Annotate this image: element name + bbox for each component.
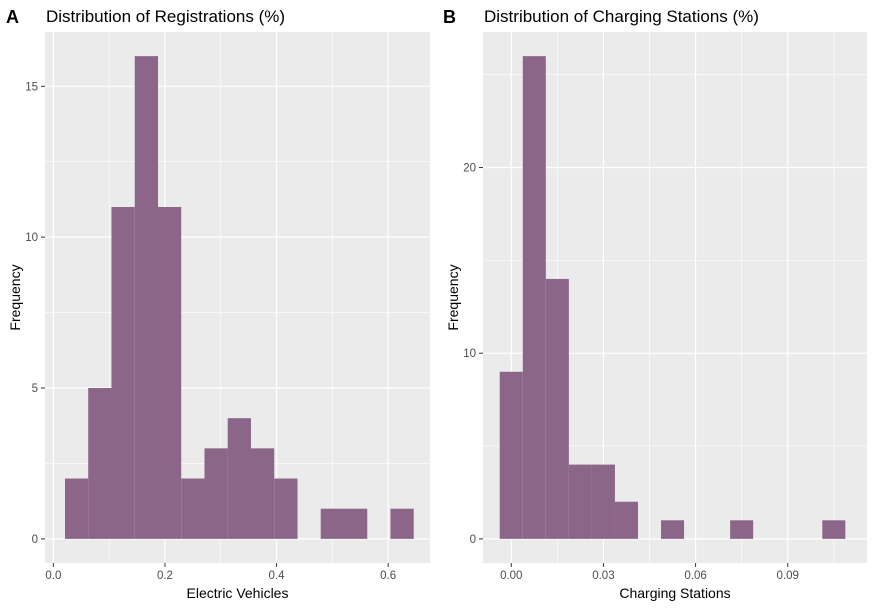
panel-a-x-tick-label: 0.4 bbox=[269, 570, 286, 582]
panel-a-letter: A bbox=[6, 7, 19, 27]
panel-b-histogram-bar bbox=[730, 520, 754, 539]
panel-a-histogram-bar bbox=[181, 478, 205, 539]
panel-a-histogram-bar bbox=[134, 56, 159, 539]
panel-a-histogram-bar bbox=[88, 388, 112, 539]
panel-a-histogram-bar bbox=[250, 448, 275, 539]
panel-b-y-tick-label: 0 bbox=[470, 534, 476, 546]
panel-a-x-tick-label: 0.2 bbox=[157, 570, 173, 582]
panel-b-histogram-bar bbox=[661, 520, 685, 539]
panel-b-x-tick-label: 0.06 bbox=[684, 570, 706, 582]
panel-a-histogram-bar bbox=[227, 418, 251, 539]
panel-b-histogram-bar bbox=[568, 464, 592, 539]
panel-a-x-tick-label: 0.0 bbox=[45, 570, 61, 582]
panel-b-x-axis: 0.00 0.03 0.06 0.09 bbox=[500, 563, 799, 582]
panel-b-y-tick-label: 20 bbox=[463, 163, 476, 175]
panel-a-y-tick-label: 0 bbox=[32, 534, 38, 546]
panel-a-y-tick-label: 15 bbox=[25, 81, 38, 93]
panel-b: B Distribution of Charging Stations (%) … bbox=[443, 7, 867, 601]
panel-a-title: Distribution of Registrations (%) bbox=[46, 7, 285, 26]
panel-a-histogram-bar bbox=[157, 206, 182, 539]
panel-b-y-axis: 0 10 20 bbox=[463, 163, 483, 546]
panel-a-x-tick-label: 0.6 bbox=[380, 570, 396, 582]
panel-a-x-axis: 0.0 0.2 0.4 0.6 bbox=[45, 563, 396, 582]
panel-b-histogram-bar bbox=[591, 464, 615, 539]
panel-b-x-tick-label: 0.03 bbox=[592, 570, 614, 582]
panel-a-histogram-bar bbox=[204, 448, 228, 539]
panel-b-histogram-bar bbox=[822, 520, 846, 539]
panel-b-x-axis-title: Charging Stations bbox=[619, 585, 730, 601]
panel-a-bars bbox=[65, 56, 414, 539]
panel-b-histogram-bar bbox=[614, 501, 638, 539]
panel-a-histogram-bar bbox=[274, 478, 298, 539]
panel-a: A Distribution of Registrations (%) 0.0 0… bbox=[6, 7, 430, 601]
panel-a-histogram-bar bbox=[111, 206, 135, 539]
panel-b-histogram-bar bbox=[522, 56, 546, 539]
panel-b-histogram-bar bbox=[499, 371, 523, 539]
panel-a-y-axis: 0 5 10 15 bbox=[25, 81, 45, 546]
panel-a-y-tick-label: 10 bbox=[25, 232, 38, 244]
panel-a-y-axis-title: Frequency bbox=[7, 264, 23, 330]
panel-b-x-tick-label: 0.00 bbox=[500, 570, 522, 582]
panel-b-x-tick-label: 0.09 bbox=[777, 570, 799, 582]
panel-b-y-tick-label: 10 bbox=[463, 348, 476, 360]
panel-b-bars bbox=[499, 56, 846, 539]
panel-b-title: Distribution of Charging Stations (%) bbox=[484, 7, 759, 26]
panel-a-x-axis-title: Electric Vehicles bbox=[187, 585, 289, 601]
panel-a-y-tick-label: 5 bbox=[32, 383, 38, 395]
panel-b-letter: B bbox=[443, 7, 456, 27]
panel-a-histogram-bar bbox=[320, 508, 344, 539]
panel-a-histogram-bar bbox=[65, 478, 89, 539]
panel-b-histogram-bar bbox=[545, 278, 569, 539]
panel-a-histogram-bar bbox=[343, 508, 368, 539]
panel-b-y-axis-title: Frequency bbox=[445, 264, 461, 330]
panel-a-histogram-bar bbox=[390, 508, 414, 539]
